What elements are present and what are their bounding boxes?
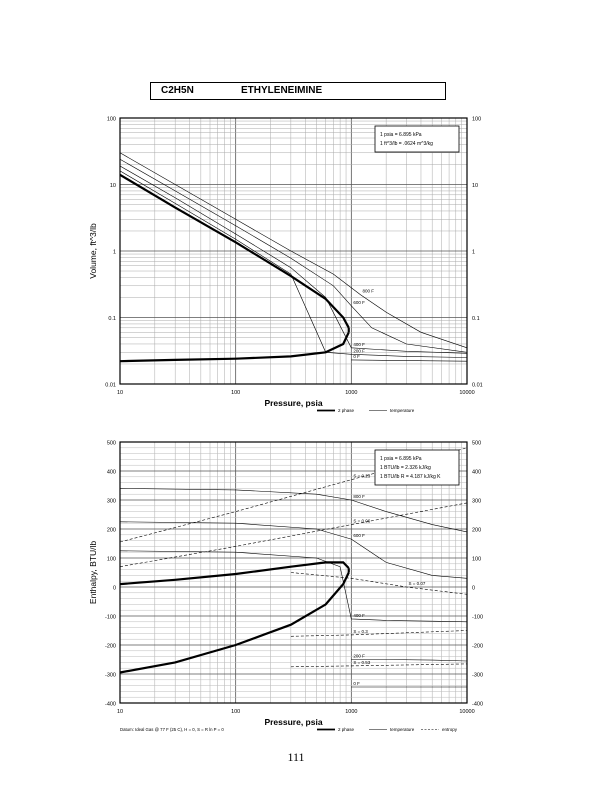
datum-footnote: Datum: Ideal Gas @ 77 F (25 C), H = 0, S… xyxy=(120,727,224,732)
isotherm-line xyxy=(119,165,468,354)
isotherm-line xyxy=(119,152,468,349)
conversion-text: 1 BTU/lb R = 4.187 kJ/kg K xyxy=(380,474,441,480)
isotherm-line xyxy=(119,170,468,358)
y-tick-label-right: 0 xyxy=(472,586,475,592)
y-tick-label: -100 xyxy=(105,615,116,621)
isotherm-line xyxy=(119,550,468,623)
legend-label: 2 phase xyxy=(338,727,355,732)
conversion-box xyxy=(374,125,460,153)
entropy-label: S = 0.53 xyxy=(353,660,370,665)
legend-label: temperature xyxy=(390,408,415,413)
entropy-line xyxy=(290,572,468,595)
y-tick-label-right: 0.1 xyxy=(472,316,480,322)
saturation-liquid-curve xyxy=(119,331,350,363)
y-tick-label-right: 200 xyxy=(472,528,481,534)
chart-1: 0.01 0.1 1 10 100 0.01 0.1 1 10 100 10 100 1000 10000… xyxy=(88,117,483,414)
compound-name: ETHYLENEIMINE xyxy=(241,85,323,96)
legend-label: temperature xyxy=(390,727,415,732)
entropy-label: S = 0.07 xyxy=(409,581,426,586)
y-tick-label: 100 xyxy=(107,557,116,563)
y-tick-label-right: 400 xyxy=(472,470,481,476)
isotherm-line xyxy=(351,659,468,662)
conversion-text: 1 psia = 6.895 kPa xyxy=(380,456,422,462)
y-tick-label: 500 xyxy=(107,441,116,447)
x-tick-label: 1000 xyxy=(345,390,357,396)
entropy-label: S = 0.23 xyxy=(353,474,370,479)
isotherm-line xyxy=(119,488,468,533)
x-axis-label: Pressure, psia xyxy=(264,717,322,727)
saturation-liquid-curve xyxy=(119,572,350,674)
isotherm-label: 0 F xyxy=(353,354,360,359)
y-tick-label: 10 xyxy=(110,183,116,189)
y-axis-label: Enthalpy, BTU/lb xyxy=(88,541,98,604)
y-tick-label: 400 xyxy=(107,470,116,476)
y-tick-label-right: -100 xyxy=(472,615,483,621)
x-tick-label: 1000 xyxy=(345,709,357,715)
y-tick-label: 1 xyxy=(113,250,116,256)
y-axis-label: Volume, ft^3/lb xyxy=(88,223,98,279)
y-tick-label-right: 1 xyxy=(472,250,475,256)
isotherm-label: 800 F xyxy=(353,494,365,499)
y-tick-label-right: 0.01 xyxy=(472,383,483,389)
plot-frame xyxy=(119,441,468,704)
saturation-vapor-curve xyxy=(119,561,350,586)
isotherm-label: 800 F xyxy=(362,289,374,294)
conversion-text: 1 ft^3/lb = .0624 m^3/kg xyxy=(380,141,433,147)
isotherm-label: 400 F xyxy=(353,342,365,347)
y-tick-label: 300 xyxy=(107,499,116,505)
y-tick-label-right: 500 xyxy=(472,441,481,447)
isotherm-label: 0 F xyxy=(353,681,360,686)
y-tick-label: 100 xyxy=(107,117,116,123)
y-tick-label: 0.1 xyxy=(108,316,116,322)
saturation-vapor-curve xyxy=(119,173,350,329)
x-tick-label: 100 xyxy=(231,390,240,396)
x-tick-label: 10000 xyxy=(459,390,474,396)
entropy-line xyxy=(290,630,468,637)
legend-label: entropy xyxy=(442,727,458,732)
y-tick-label-right: -400 xyxy=(472,702,483,708)
isotherm-label: 600 F xyxy=(353,533,365,538)
legend-label: 2 phase xyxy=(338,408,355,413)
isotherm-line xyxy=(119,158,468,353)
x-axis-label: Pressure, psia xyxy=(264,398,322,408)
y-tick-label: -300 xyxy=(105,673,116,679)
page-number: 111 xyxy=(287,750,305,764)
y-tick-label: 200 xyxy=(107,528,116,534)
y-tick-label: 0.01 xyxy=(105,383,116,389)
y-tick-label-right: 10 xyxy=(472,183,478,189)
isotherm-label: 400 F xyxy=(353,613,365,618)
entropy-line xyxy=(290,663,468,668)
title-box: C2H5N ETHYLENEIMINE xyxy=(150,82,446,100)
y-tick-label-right: -300 xyxy=(472,673,483,679)
y-tick-label: -400 xyxy=(105,702,116,708)
x-tick-label: 10000 xyxy=(459,709,474,715)
conversion-box xyxy=(374,449,460,486)
conversion-text: 1 BTU/lb = 2.326 kJ/kg xyxy=(380,465,431,471)
x-tick-label: 10 xyxy=(117,390,123,396)
isotherm-line xyxy=(119,521,468,579)
entropy-line xyxy=(119,502,468,567)
isotherm-label: 200 F xyxy=(353,348,365,353)
entropy-label: S = 0.3 xyxy=(353,629,368,634)
entropy-label: S = 0.06 xyxy=(353,519,370,524)
y-tick-label: -200 xyxy=(105,644,116,650)
isotherm-label: 600 F xyxy=(353,300,365,305)
y-tick-label-right: -200 xyxy=(472,644,483,650)
conversion-text: 1 psia = 6.895 kPa xyxy=(380,132,422,138)
y-tick-label-right: 100 xyxy=(472,117,481,123)
chart-2: -400-300-200-1000100200300400500-400-300… xyxy=(88,441,483,733)
isotherm-label: 200 F xyxy=(353,654,365,659)
y-tick-label-right: 100 xyxy=(472,557,481,563)
x-tick-label: 10 xyxy=(117,709,123,715)
y-tick-label: 0 xyxy=(113,586,116,592)
x-tick-label: 100 xyxy=(231,709,240,715)
y-tick-label-right: 300 xyxy=(472,499,481,505)
plot-frame xyxy=(119,117,468,385)
compound-formula: C2H5N xyxy=(161,85,194,96)
isotherm-line xyxy=(351,359,468,362)
